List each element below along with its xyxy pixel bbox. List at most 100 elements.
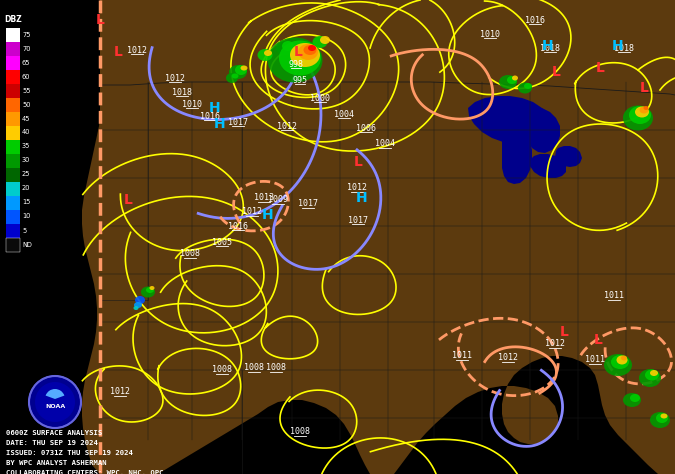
Ellipse shape xyxy=(235,65,247,75)
Ellipse shape xyxy=(643,106,649,110)
Ellipse shape xyxy=(630,394,640,402)
Ellipse shape xyxy=(645,370,659,381)
Ellipse shape xyxy=(313,36,327,48)
Bar xyxy=(6,126,20,139)
Text: 1012: 1012 xyxy=(347,183,367,192)
Wedge shape xyxy=(46,389,64,399)
Bar xyxy=(6,182,20,195)
Polygon shape xyxy=(555,146,582,167)
Text: 1016: 1016 xyxy=(525,16,545,25)
Text: 1011: 1011 xyxy=(452,352,472,361)
Text: H: H xyxy=(356,191,368,205)
Ellipse shape xyxy=(639,107,649,113)
Text: 55: 55 xyxy=(22,88,30,93)
Ellipse shape xyxy=(257,49,273,61)
Text: 1017: 1017 xyxy=(228,118,248,127)
Text: 15: 15 xyxy=(22,200,30,206)
Ellipse shape xyxy=(616,356,628,365)
Text: L: L xyxy=(595,61,604,75)
Ellipse shape xyxy=(656,413,668,423)
Text: ISSUED: 0731Z THU SEP 19 2024: ISSUED: 0731Z THU SEP 19 2024 xyxy=(6,450,133,456)
Text: H: H xyxy=(612,39,624,53)
Text: 1010: 1010 xyxy=(182,100,202,109)
Text: 1017: 1017 xyxy=(348,216,368,225)
Text: 1018: 1018 xyxy=(614,44,634,53)
Text: 1005: 1005 xyxy=(212,237,232,246)
Text: H: H xyxy=(209,101,221,115)
Text: L: L xyxy=(551,65,560,79)
Ellipse shape xyxy=(149,286,155,290)
Text: 75: 75 xyxy=(22,31,30,37)
Polygon shape xyxy=(526,108,560,153)
Text: L: L xyxy=(593,333,602,347)
Ellipse shape xyxy=(661,413,668,419)
Bar xyxy=(6,168,20,182)
Text: 1000: 1000 xyxy=(310,93,330,102)
Text: 1016: 1016 xyxy=(200,111,220,120)
Text: 1006: 1006 xyxy=(356,124,376,133)
Text: BY WPC ANALYST ASHERMAN: BY WPC ANALYST ASHERMAN xyxy=(6,460,107,466)
Polygon shape xyxy=(502,134,532,184)
Bar xyxy=(6,84,20,98)
Text: 1012: 1012 xyxy=(165,73,185,82)
Text: 1004: 1004 xyxy=(334,109,354,118)
Text: L: L xyxy=(560,325,568,339)
Text: 1013: 1013 xyxy=(254,193,274,202)
Bar xyxy=(6,42,20,55)
Text: 0600Z SURFACE ANALYSIS: 0600Z SURFACE ANALYSIS xyxy=(6,430,102,436)
Bar xyxy=(6,140,20,154)
Ellipse shape xyxy=(282,41,294,51)
Text: H: H xyxy=(214,117,226,131)
Text: 1012: 1012 xyxy=(498,354,518,363)
Ellipse shape xyxy=(320,36,330,44)
Text: H: H xyxy=(542,39,553,53)
Text: 1009: 1009 xyxy=(268,195,288,204)
Text: DBZ: DBZ xyxy=(4,15,22,24)
Ellipse shape xyxy=(512,75,518,81)
Ellipse shape xyxy=(141,286,155,298)
Circle shape xyxy=(35,382,75,422)
Ellipse shape xyxy=(524,83,532,89)
Text: 1011: 1011 xyxy=(585,356,605,365)
Ellipse shape xyxy=(650,370,658,376)
Text: 1012: 1012 xyxy=(127,46,147,55)
Text: 70: 70 xyxy=(22,46,30,52)
Ellipse shape xyxy=(146,287,154,293)
Text: L: L xyxy=(96,13,105,27)
Circle shape xyxy=(29,376,81,428)
Text: 1011: 1011 xyxy=(604,292,624,301)
Text: 1004: 1004 xyxy=(375,139,395,148)
Ellipse shape xyxy=(623,393,641,407)
Text: L: L xyxy=(294,45,302,59)
Ellipse shape xyxy=(604,354,632,376)
Text: 1018: 1018 xyxy=(540,44,560,53)
Text: 5: 5 xyxy=(22,228,26,234)
Ellipse shape xyxy=(623,106,653,130)
Text: 1018: 1018 xyxy=(172,88,192,97)
Text: 35: 35 xyxy=(22,144,30,149)
Ellipse shape xyxy=(621,356,627,361)
Ellipse shape xyxy=(507,76,517,84)
Ellipse shape xyxy=(639,369,661,387)
Text: 1012: 1012 xyxy=(242,208,262,217)
Ellipse shape xyxy=(308,45,316,51)
Ellipse shape xyxy=(611,355,629,369)
Text: L: L xyxy=(113,45,122,59)
Bar xyxy=(6,154,20,167)
Ellipse shape xyxy=(304,45,317,55)
Polygon shape xyxy=(530,154,566,178)
Ellipse shape xyxy=(298,44,318,60)
Text: 45: 45 xyxy=(22,116,30,121)
Ellipse shape xyxy=(226,73,238,83)
Text: 50: 50 xyxy=(22,101,30,108)
Ellipse shape xyxy=(276,41,294,55)
Text: 10: 10 xyxy=(22,213,30,219)
Bar xyxy=(6,196,20,210)
Bar xyxy=(6,112,20,126)
Text: DATE: THU SEP 19 2024: DATE: THU SEP 19 2024 xyxy=(6,440,98,446)
Ellipse shape xyxy=(499,75,517,89)
Ellipse shape xyxy=(629,106,651,124)
Ellipse shape xyxy=(264,50,272,56)
Polygon shape xyxy=(468,96,550,144)
Text: 1012: 1012 xyxy=(545,339,565,348)
